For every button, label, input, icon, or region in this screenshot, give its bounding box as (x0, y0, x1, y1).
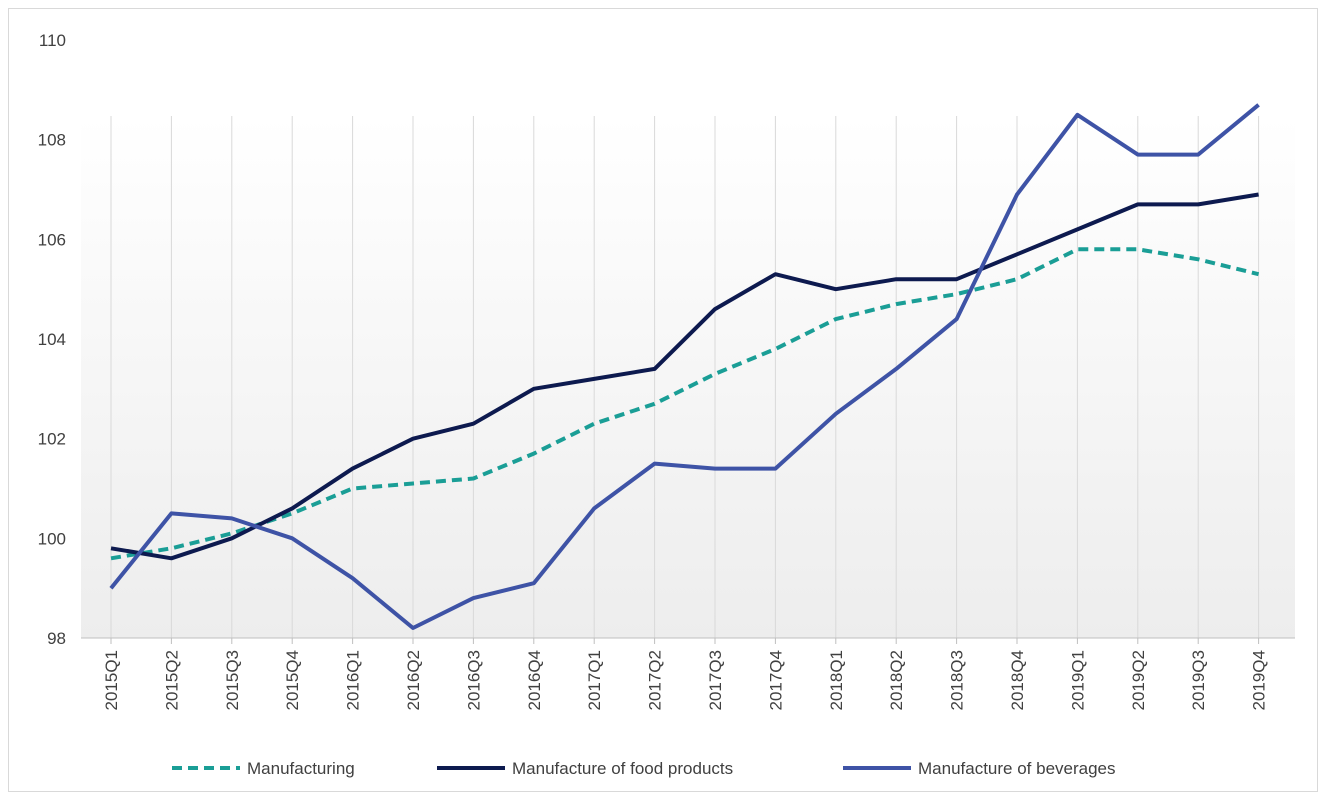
x-tick-label: 2018Q4 (1008, 650, 1027, 711)
series-line-manufacture-of-food-products (110, 192, 1259, 561)
x-tick-label: 2015Q2 (162, 650, 181, 711)
x-tick-label: 2017Q1 (585, 650, 604, 711)
x-tick-label: 2019Q3 (1189, 650, 1208, 711)
x-tick-label: 2018Q2 (887, 650, 906, 711)
axes: 2015Q1 2015Q2 2015Q3 2015Q4 2016Q1 2016Q2 2016… (38, 31, 1295, 711)
x-tick-label: 2017Q3 (706, 650, 725, 711)
plot-background (81, 116, 1295, 638)
x-tick-label: 2018Q1 (827, 650, 846, 711)
y-tick-label: 104 (38, 330, 66, 349)
y-tick-label: 102 (38, 430, 66, 449)
x-tick-label: 2019Q2 (1129, 650, 1148, 711)
legend-label: Manufacture of food products (512, 759, 733, 778)
x-tick-label: 2017Q4 (766, 650, 785, 711)
x-tick-label: 2016Q1 (344, 650, 363, 711)
x-tick-label: 2015Q1 (102, 650, 121, 711)
x-tick-label: 2019Q4 (1250, 650, 1269, 711)
x-tick-label: 2016Q3 (464, 650, 483, 711)
series-line-manufacturing (110, 247, 1260, 561)
x-tick-label: 2018Q3 (948, 650, 967, 711)
y-tick-label: 98 (47, 629, 66, 648)
x-tick-label: 2019Q1 (1068, 650, 1087, 711)
x-tick-label: 2016Q4 (525, 650, 544, 711)
legend: Manufacturing Manufacture of food product… (172, 759, 1116, 778)
series-lines (109, 103, 1260, 630)
y-tick-label: 100 (38, 529, 66, 548)
legend-label: Manufacturing (247, 759, 355, 778)
y-tick-label: 108 (38, 131, 66, 150)
y-tick-label: 110 (39, 31, 66, 50)
x-tick-label: 2015Q4 (283, 650, 302, 711)
series-line-manufacture-of-beverages (109, 103, 1260, 630)
gridlines (110, 116, 1260, 638)
legend-label: Manufacture of beverages (918, 759, 1116, 778)
x-tick-label: 2016Q2 (404, 650, 423, 711)
y-tick-label: 106 (38, 230, 66, 249)
x-tick-label: 2017Q2 (646, 650, 665, 711)
x-tick-label: 2015Q3 (223, 650, 242, 711)
